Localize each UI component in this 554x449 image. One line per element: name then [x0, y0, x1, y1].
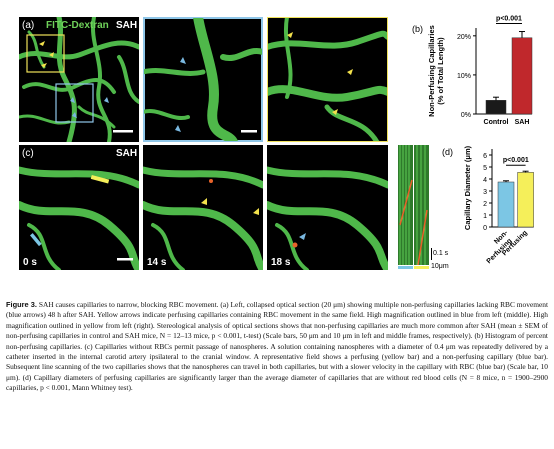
frame-0s-vessels: [19, 166, 139, 270]
frame-18s-vessels: [267, 166, 388, 270]
y-tick-label: 6: [483, 153, 487, 160]
time-label-14s: 14 s: [147, 257, 167, 268]
y-tick-label: 20%: [457, 34, 471, 41]
y-tick-label: 0: [483, 225, 487, 232]
panel-d-chart: 0 1 2 3 4 5 6 Capillary Diameter (μm) Non- Perfus…: [442, 143, 550, 273]
panel-a-blue-zoom-image: [143, 17, 263, 142]
caption-text: SAH causes capillaries to narrow, blocki…: [6, 300, 548, 393]
y-axis-label: (% of Total Length): [436, 37, 445, 105]
frame-14s-vessels: [143, 166, 263, 270]
x-tick-label: Control: [484, 119, 509, 126]
panel-c-sah-label: SAH: [116, 148, 138, 159]
panel-a-label: (a): [22, 20, 35, 31]
yellow-zoom-vessels: [267, 17, 388, 142]
time-label-0s: 0 s: [23, 257, 37, 268]
kymo-blue-bar: [398, 266, 413, 269]
kymo-yellow-svg: [398, 145, 413, 265]
y-tick-label: 10%: [457, 73, 471, 80]
fitc-dextran-label: FITC-Dextran: [46, 20, 109, 31]
panel-c-label: (c): [22, 148, 34, 159]
figure-caption: Figure 3. SAH causes capillaries to narr…: [6, 300, 548, 394]
bar: [497, 181, 515, 228]
p-value-label: p<0.001: [496, 16, 522, 23]
panel-b-svg: 0% 10% 20% Non-Perfusing Capillaries (% of T…: [427, 16, 533, 126]
bar: [511, 37, 533, 115]
y-tick-label: 2: [483, 201, 487, 208]
kymo-time-scale-bar: [431, 248, 432, 260]
kymo-space-scale-label: 10μm: [431, 263, 449, 270]
panel-c-frame-14s: 14 s: [143, 145, 263, 270]
panel-c-frame-18s: 18 s: [267, 145, 388, 270]
panel-c-frame-0s: (c) SAH 0 s: [19, 145, 139, 270]
panel-d-label: (d): [442, 147, 453, 157]
panel-a-sah-label: SAH: [116, 20, 138, 31]
y-tick-label: 5: [483, 165, 487, 172]
kymo-yellow-bar: [414, 266, 429, 269]
panel-a-overview-image: (a) FITC-Dextran SAH: [19, 17, 139, 142]
x-tick-label: SAH: [515, 119, 530, 126]
y-tick-label: 3: [483, 189, 487, 196]
figure-label: Figure 3.: [6, 300, 37, 309]
y-tick-label: 0%: [461, 112, 471, 119]
panel-a-yellow-zoom-image: [267, 17, 388, 142]
panel-b-chart: 0% 10% 20% Non-Perfusing Capillaries (% of T…: [398, 10, 548, 145]
bar: [485, 100, 507, 115]
y-axis-label: Non-Perfusing Capillaries: [427, 25, 436, 117]
bar: [517, 172, 534, 228]
y-tick-label: 1: [483, 213, 487, 220]
p-value-label: p<0.001: [503, 157, 529, 164]
time-label-18s: 18 s: [271, 257, 291, 268]
y-axis-label: Capillary Diameter (μm): [463, 145, 472, 230]
y-tick-label: 4: [483, 177, 487, 184]
kymo-blue-svg: [414, 145, 429, 265]
kymo-time-scale-label: 0.1 s: [433, 250, 449, 257]
kymograph-blue: [414, 145, 429, 265]
vessel-network-overview: [19, 17, 139, 142]
panel-b-label: (b): [412, 24, 423, 34]
blue-zoom-vessels: [143, 17, 263, 142]
kymograph-yellow: [398, 145, 413, 265]
